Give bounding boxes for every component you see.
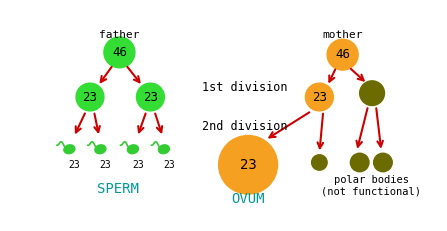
Polygon shape xyxy=(127,145,139,154)
Text: 23: 23 xyxy=(83,91,97,103)
Ellipse shape xyxy=(76,83,104,111)
Text: SPERM: SPERM xyxy=(97,182,139,196)
Text: 2nd division: 2nd division xyxy=(202,120,287,133)
Ellipse shape xyxy=(374,153,392,172)
Text: OVUM: OVUM xyxy=(232,192,265,206)
Text: 23: 23 xyxy=(312,91,327,103)
Text: polar bodies
(not functional): polar bodies (not functional) xyxy=(321,175,422,196)
Text: 23: 23 xyxy=(240,158,257,172)
Ellipse shape xyxy=(350,153,369,172)
Text: 23: 23 xyxy=(163,160,175,170)
Ellipse shape xyxy=(360,81,384,106)
Polygon shape xyxy=(158,145,169,154)
Ellipse shape xyxy=(305,83,333,111)
Ellipse shape xyxy=(312,155,327,170)
Ellipse shape xyxy=(219,136,278,194)
Text: 23: 23 xyxy=(68,160,80,170)
Ellipse shape xyxy=(104,37,135,68)
Text: 46: 46 xyxy=(335,48,350,61)
Ellipse shape xyxy=(327,39,358,70)
Text: mother: mother xyxy=(322,30,363,40)
Text: father: father xyxy=(99,30,139,40)
Text: 23: 23 xyxy=(143,91,158,103)
Polygon shape xyxy=(64,145,75,154)
Text: 23: 23 xyxy=(100,160,111,170)
Text: 1st division: 1st division xyxy=(202,81,287,94)
Ellipse shape xyxy=(136,83,164,111)
Text: 23: 23 xyxy=(132,160,144,170)
Text: 46: 46 xyxy=(112,46,127,59)
Polygon shape xyxy=(95,145,106,154)
